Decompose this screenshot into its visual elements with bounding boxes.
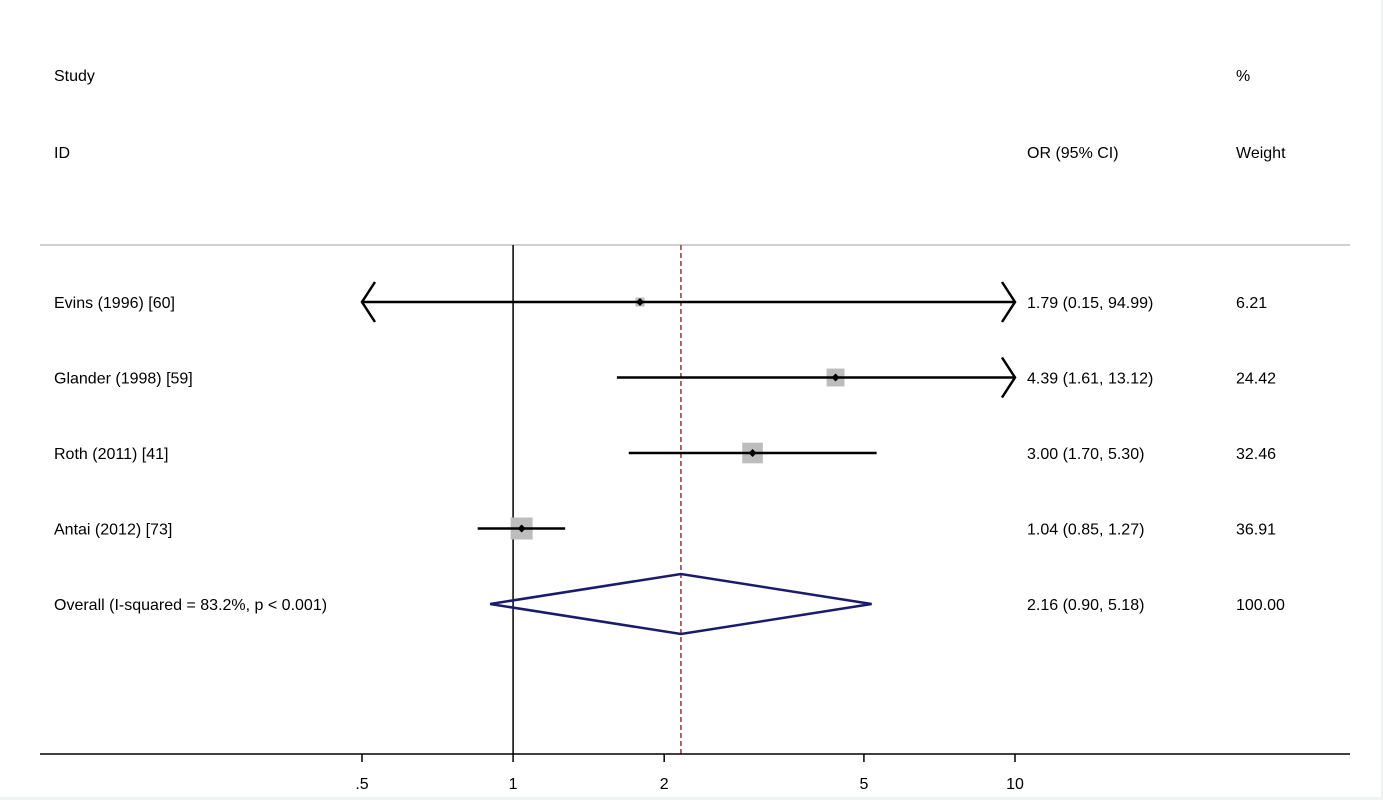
study-weight-text: 32.46 — [1236, 446, 1276, 463]
study-point-estimate — [517, 524, 526, 533]
x-tick-label: 5 — [859, 776, 868, 793]
x-tick-label: 1 — [509, 776, 518, 793]
overall-weight-text: 100.00 — [1236, 597, 1285, 614]
study-ci-text: 3.00 (1.70, 5.30) — [1027, 446, 1144, 463]
study-label: Evins (1996) [60] — [54, 295, 175, 312]
study-ci-text: 4.39 (1.61, 13.12) — [1027, 371, 1153, 388]
ci-right-arrow — [1000, 281, 1017, 323]
ci-right-arrow — [1000, 356, 1017, 399]
ci-left-arrow — [360, 281, 377, 323]
x-tick-label: 2 — [660, 776, 669, 793]
header-study: Study — [54, 68, 95, 85]
study-ci-text: 1.04 (0.85, 1.27) — [1027, 522, 1144, 539]
study-weight-text: 6.21 — [1236, 295, 1267, 312]
header-weight: Weight — [1236, 145, 1286, 162]
study-ci-text: 1.79 (0.15, 94.99) — [1027, 295, 1153, 312]
header-id: ID — [54, 145, 70, 162]
x-tick-label: 10 — [1006, 776, 1024, 793]
study-point-estimate — [635, 298, 644, 306]
overall-label: Overall (I-squared = 83.2%, p < 0.001) — [54, 597, 327, 614]
header-effect: OR (95% CI) — [1027, 145, 1119, 162]
study-point-estimate — [748, 449, 757, 457]
study-label: Antai (2012) [73] — [54, 522, 172, 539]
overall-diamond — [489, 572, 872, 636]
study-point-estimate — [831, 373, 840, 382]
header-weight-percent: % — [1236, 68, 1250, 85]
overall-ci-text: 2.16 (0.90, 5.18) — [1027, 597, 1144, 614]
study-label: Roth (2011) [41] — [54, 446, 168, 463]
study-label: Glander (1998) [59] — [54, 371, 193, 388]
study-weight-text: 36.91 — [1236, 522, 1276, 539]
x-tick-label: .5 — [355, 776, 368, 793]
study-weight-text: 24.42 — [1236, 371, 1276, 388]
